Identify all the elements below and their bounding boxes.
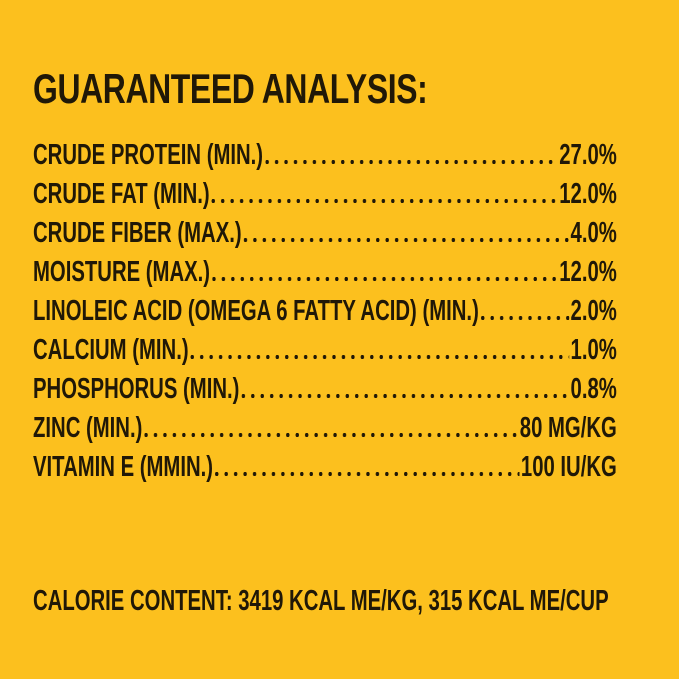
nutrient-name: LINOLEIC ACID (OMEGA 6 FATTY ACID) (MIN.… <box>33 295 479 327</box>
dot-leader <box>190 355 570 359</box>
analysis-row: CRUDE PROTEIN (MIN.) 27.0% <box>33 136 617 175</box>
analysis-row: CALCIUM (MIN.) 1.0% <box>33 331 617 370</box>
dot-leader <box>212 277 558 281</box>
nutrient-name: CRUDE FIBER (MAX.) <box>33 217 242 249</box>
nutrient-value: 4.0% <box>570 217 617 249</box>
analysis-row: LINOLEIC ACID (OMEGA 6 FATTY ACID) (MIN.… <box>33 292 617 331</box>
nutrient-value: 12.0% <box>559 256 617 288</box>
nutrient-name: ZINC (MIN.) <box>33 412 143 444</box>
analysis-row: MOISTURE (MAX.) 12.0% <box>33 253 617 292</box>
dot-leader <box>241 394 570 398</box>
nutrient-value: 1.0% <box>570 334 617 366</box>
nutrient-value: 12.0% <box>559 178 617 210</box>
nutrient-name: MOISTURE (MAX.) <box>33 256 211 288</box>
dot-leader <box>265 160 558 164</box>
dot-leader <box>215 472 520 476</box>
nutrient-name: VITAMIN E (MMIN.) <box>33 451 214 483</box>
dot-leader <box>211 199 558 203</box>
analysis-row: ZINC (MIN.) 80 MG/KG <box>33 409 617 448</box>
dot-leader <box>243 238 570 242</box>
nutrient-name: CRUDE PROTEIN (MIN.) <box>33 139 264 171</box>
dot-leader <box>480 316 570 320</box>
nutrient-name: CALCIUM (MIN.) <box>33 334 189 366</box>
nutrient-value: 2.0% <box>570 295 617 327</box>
nutrient-value: 80 MG/KG <box>519 412 617 444</box>
analysis-row: VITAMIN E (MMIN.) 100 IU/KG <box>33 448 617 487</box>
nutrient-value: 27.0% <box>559 139 617 171</box>
analysis-table: CRUDE PROTEIN (MIN.) 27.0% CRUDE FAT (MI… <box>33 136 679 487</box>
analysis-row: CRUDE FIBER (MAX.) 4.0% <box>33 214 617 253</box>
analysis-row: PHOSPHORUS (MIN.) 0.8% <box>33 370 617 409</box>
calorie-content-line: CALORIE CONTENT: 3419 KCAL ME/KG, 315 KC… <box>33 585 609 617</box>
nutrient-name: PHOSPHORUS (MIN.) <box>33 373 240 405</box>
dot-leader <box>144 433 519 437</box>
nutrient-value: 100 IU/KG <box>520 451 617 483</box>
analysis-row: CRUDE FAT (MIN.) 12.0% <box>33 175 617 214</box>
page-title: GUARANTEED ANALYSIS: <box>33 65 428 112</box>
nutrient-value: 0.8% <box>570 373 617 405</box>
nutrient-name: CRUDE FAT (MIN.) <box>33 178 210 210</box>
